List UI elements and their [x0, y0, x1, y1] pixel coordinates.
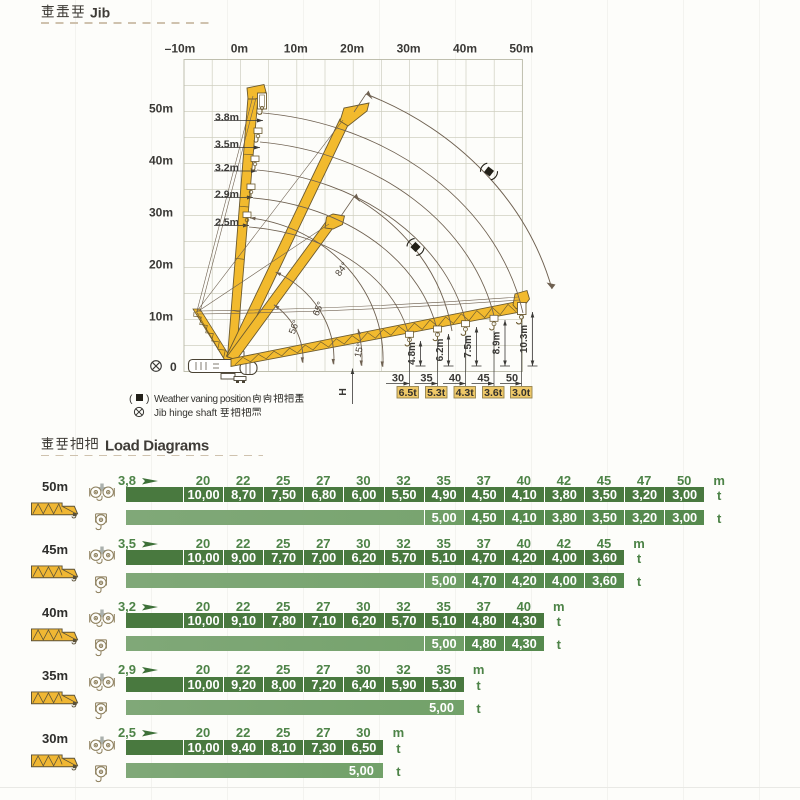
svg-text:H: H: [337, 388, 349, 396]
svg-text:Jib: Jib: [90, 5, 110, 21]
svg-text:30m: 30m: [397, 42, 421, 56]
svg-text:40: 40: [449, 373, 461, 385]
svg-text:Jib hinge shaft: Jib hinge shaft: [154, 408, 217, 419]
svg-text:20m: 20m: [340, 42, 364, 56]
svg-text:50: 50: [506, 373, 518, 385]
svg-text:): ): [146, 393, 150, 405]
svg-text:4.3t: 4.3t: [456, 387, 475, 399]
svg-text:40m: 40m: [149, 154, 173, 168]
svg-text:50m: 50m: [149, 102, 173, 116]
svg-text:45: 45: [477, 373, 489, 385]
svg-text:4.8m: 4.8m: [407, 342, 418, 365]
svg-text:0m: 0m: [231, 42, 248, 56]
svg-text:10.3m: 10.3m: [519, 325, 530, 353]
svg-text:6.5t: 6.5t: [399, 387, 418, 399]
svg-text:50m: 50m: [509, 42, 533, 56]
svg-text:30: 30: [392, 373, 404, 385]
svg-text:–10m: –10m: [165, 42, 196, 56]
svg-text:40m: 40m: [453, 42, 477, 56]
svg-text:(: (: [129, 393, 133, 405]
svg-text:Load Diagrams: Load Diagrams: [105, 438, 209, 455]
svg-text:10m: 10m: [284, 42, 308, 56]
svg-text:15°: 15°: [353, 342, 367, 359]
svg-text:30m: 30m: [149, 206, 173, 220]
svg-text:0: 0: [170, 360, 177, 374]
svg-text:56°: 56°: [287, 318, 302, 335]
svg-text:Weather vaning position: Weather vaning position: [154, 394, 251, 405]
svg-text:7.5m: 7.5m: [463, 335, 474, 358]
svg-text:20m: 20m: [149, 258, 173, 272]
svg-text:6.2m: 6.2m: [435, 338, 446, 361]
svg-text:65°: 65°: [311, 300, 327, 318]
svg-text:35: 35: [420, 373, 432, 385]
svg-text:3.0t: 3.0t: [512, 387, 531, 399]
svg-text:10m: 10m: [149, 310, 173, 324]
svg-text:3.6t: 3.6t: [484, 387, 503, 399]
svg-text:5.3t: 5.3t: [427, 387, 446, 399]
svg-text:8.9m: 8.9m: [492, 331, 503, 354]
